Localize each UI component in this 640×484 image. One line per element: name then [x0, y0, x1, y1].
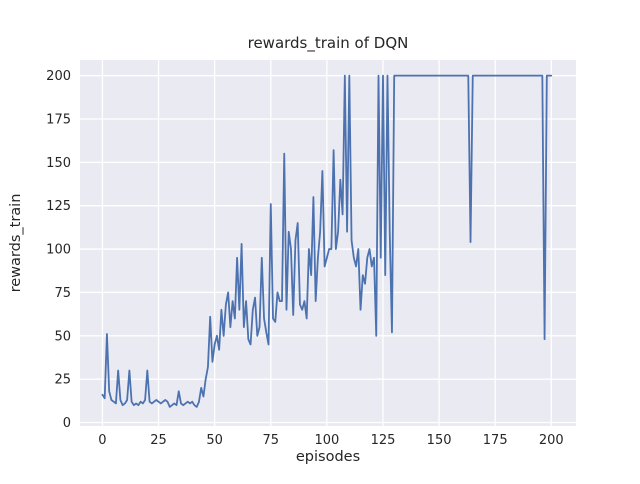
y-tick-label: 125	[46, 199, 71, 214]
y-tick-label: 175	[46, 112, 71, 127]
chart-title: rewards_train of DQN	[248, 34, 409, 53]
x-axis-label: episodes	[296, 449, 360, 465]
y-tick-label: 100	[46, 243, 71, 258]
x-tick-label: 150	[427, 433, 452, 448]
y-tick-label: 50	[54, 329, 71, 344]
y-tick-labels: 0 25 50 75 100 125 150 175 200	[46, 69, 71, 431]
series-line-rewards_train	[101, 74, 553, 408]
x-tick-labels: 0 25 50 75 100 125 150 175 200	[98, 433, 563, 448]
x-tick-label: 100	[314, 433, 339, 448]
y-tick-label: 75	[54, 286, 71, 301]
x-tick-label: 25	[150, 433, 167, 448]
y-tick-label: 25	[54, 373, 71, 388]
x-tick-label: 75	[262, 433, 279, 448]
y-tick-label: 150	[46, 156, 71, 171]
x-tick-label: 0	[98, 433, 106, 448]
x-tick-label: 175	[483, 433, 508, 448]
y-tick-label: 200	[46, 69, 71, 84]
y-tick-label: 0	[63, 416, 71, 431]
plot-area	[80, 60, 576, 426]
x-tick-label: 200	[539, 433, 564, 448]
x-tick-label: 50	[206, 433, 223, 448]
plot-layer: 0 25 50 75 100 125 150 175 200 0 25 50 75 100 125 150 17…	[46, 60, 576, 448]
y-axis-label: rewards_train	[8, 194, 24, 293]
x-tick-label: 125	[371, 433, 396, 448]
